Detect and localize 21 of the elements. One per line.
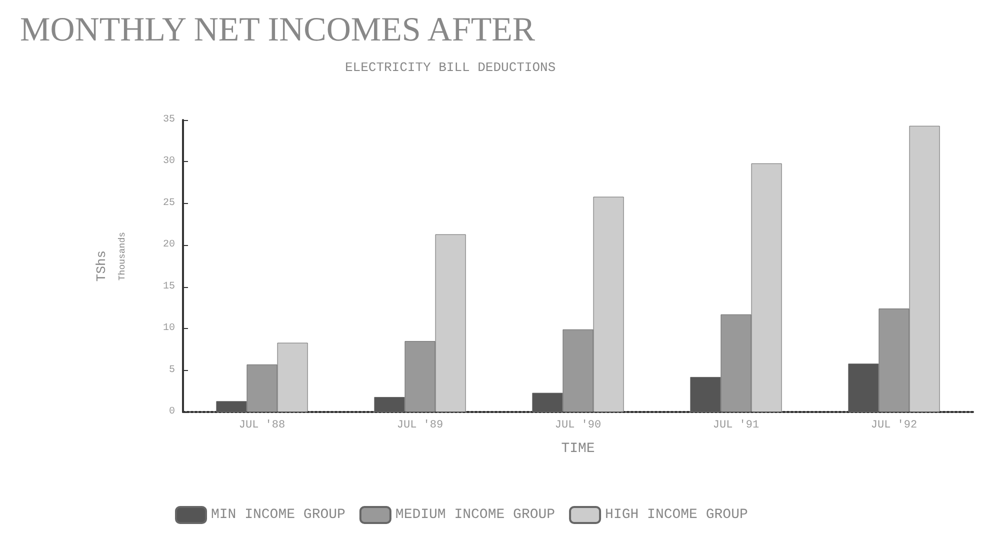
y-tick-label: 5 (168, 364, 175, 376)
x-tick-label: JUL '88 (238, 420, 286, 432)
legend-label: HIGH INCOME GROUP (605, 507, 748, 523)
chart-subtitle: ELECTRICITY BILL DEDUCTIONS (345, 60, 556, 75)
y-tick-label: 10 (162, 323, 175, 334)
y-tick-label: 15 (162, 281, 175, 292)
text: Thousands (118, 232, 128, 281)
x-axis-title: TIME (561, 441, 595, 457)
x-tick-label: JUL '89 (396, 420, 444, 432)
legend-label: MIN INCOME GROUP (211, 507, 346, 523)
y-tick-label: 25 (162, 198, 175, 209)
y-axis-title: TShs (94, 250, 109, 282)
y-tick-label: 20 (162, 240, 175, 251)
chart-title: MONTHLY NET INCOMES AFTER (20, 12, 536, 48)
y-tick-label: 35 (162, 114, 175, 126)
x-tick-label: JUL '91 (712, 420, 760, 432)
x-tick-label: JUL '92 (870, 420, 918, 432)
legend-label: MEDIUM INCOME GROUP (395, 507, 556, 523)
x-tick-label: JUL '90 (554, 420, 602, 432)
y-tick-label: 0 (168, 406, 175, 418)
y-tick-label: 30 (162, 156, 175, 168)
